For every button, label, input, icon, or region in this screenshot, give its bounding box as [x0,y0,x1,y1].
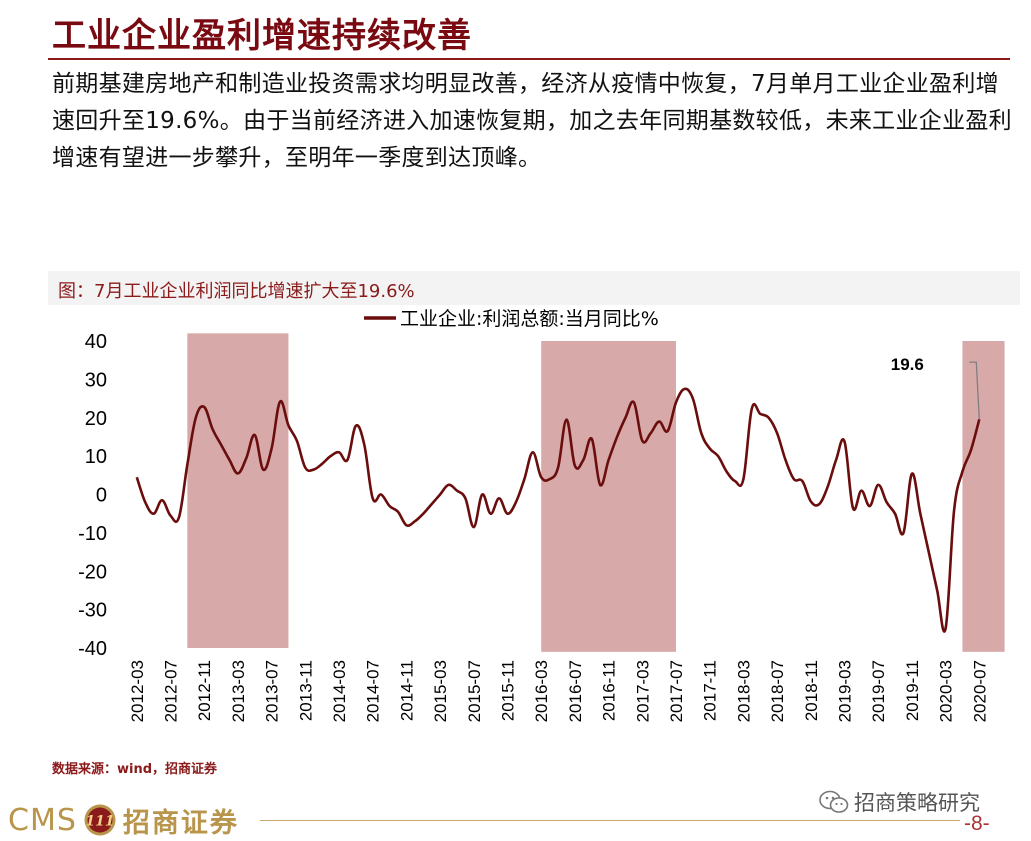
shaded-period-3 [962,341,1005,652]
chart-header-band [48,271,1020,305]
wechat-label: 招商策略研究 [854,791,980,815]
x-tick-label: 2015-03 [431,660,450,722]
x-tick-label: 2013-11 [296,660,315,721]
page-title: 工业企业盈利增速持续改善 [52,16,472,56]
logo-cn-text: 招商证券 [122,807,239,839]
footer-divider [260,820,960,821]
x-tick-label: 2018-07 [768,660,787,722]
logo-badge-icon: 111 [84,804,116,836]
x-tick-label: 2014-07 [364,660,383,722]
x-tick-label: 2017-03 [633,660,652,722]
wechat-account[interactable]: 招商策略研究 [818,787,980,817]
x-tick-label: 2018-03 [734,660,753,722]
x-tick-label: 2015-07 [465,660,484,722]
legend-label: 工业企业:利润总额:当月同比% [400,308,659,330]
x-tick-label: 2012-03 [128,660,147,722]
chart-title: 图：7月工业企业利润同比增速扩大至19.6% [58,281,415,302]
x-tick-label: 2019-07 [869,660,888,722]
y-tick-label: -40 [78,638,107,660]
x-tick-label: 2012-07 [161,660,180,722]
shaded-period-1 [187,333,289,648]
x-tick-label: 2015-11 [498,660,517,721]
x-tick-label: 2016-07 [566,660,585,722]
logo-cms-text: CMS [8,802,77,838]
x-tick-label: 2013-03 [229,660,248,722]
data-source: 数据来源：wind，招商证券 [52,762,218,777]
x-tick-label: 2019-11 [903,660,922,721]
shaded-period-2 [541,341,676,652]
x-tick-label: 2013-07 [263,660,282,722]
y-tick-label: -10 [78,523,107,545]
x-tick-label: 2012-11 [195,660,214,721]
wechat-icon [819,790,849,813]
page-number: -8- [964,812,990,835]
y-tick-label: -20 [78,561,107,583]
logo-badge-text: 111 [85,814,114,830]
x-tick-label: 2020-03 [937,660,956,722]
cms-logo: CMS 111 招商证券 [8,801,239,839]
x-tick-label: 2016-11 [600,660,619,721]
x-tick-label: 2017-11 [701,660,720,721]
y-tick-label: 10 [85,446,107,468]
x-tick-label: 2014-03 [330,660,349,722]
y-tick-label: -30 [78,600,107,622]
x-tick-label: 2017-07 [667,660,686,722]
x-tick-label: 2018-11 [802,660,821,721]
y-tick-label: 20 [85,408,107,430]
x-tick-label: 2014-11 [397,660,416,721]
series-line-1 [135,387,981,633]
y-tick-label: 40 [85,331,107,353]
x-tick-label: 2016-03 [532,660,551,722]
x-tick-label: 2020-07 [970,660,989,722]
title-divider [48,58,1010,60]
annotation-label: 19.6 [891,355,924,374]
annotation-leader [969,361,980,420]
summary-paragraph: 前期基建房地产和制造业投资需求均明显改善，经济从疫情中恢复，7月单月工业企业盈利… [52,71,1012,171]
y-tick-label: 30 [85,369,107,391]
y-tick-label: 0 [96,485,107,507]
x-tick-label: 2019-03 [835,660,854,722]
